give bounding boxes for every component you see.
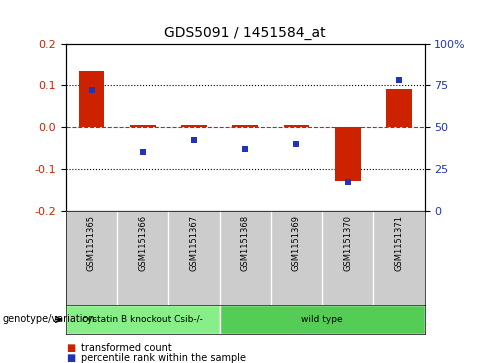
Text: GSM1151370: GSM1151370 (343, 215, 352, 271)
Text: GSM1151366: GSM1151366 (138, 215, 147, 272)
Point (88, 87, 96, 93)
Bar (79, 71, 104, 127)
Point (395, 77, 403, 83)
Point (242, 146, 249, 152)
Text: GSM1151371: GSM1151371 (394, 215, 404, 271)
Bar (220, 305, 425, 334)
Bar (284, 125, 309, 127)
Text: cystatin B knockout Csib-/-: cystatin B knockout Csib-/- (82, 315, 203, 324)
Text: genotype/variation: genotype/variation (2, 314, 95, 325)
Bar (66, 305, 220, 334)
Text: ■: ■ (66, 352, 75, 363)
Text: GSM1151369: GSM1151369 (292, 215, 301, 271)
Point (139, 149, 147, 155)
Text: ■: ■ (66, 343, 75, 354)
Point (293, 141, 301, 147)
Text: GSM1151367: GSM1151367 (189, 215, 199, 272)
Title: GDS5091 / 1451584_at: GDS5091 / 1451584_at (164, 26, 326, 40)
Text: transformed count: transformed count (81, 343, 171, 354)
Bar (130, 125, 156, 127)
Text: GSM1151365: GSM1151365 (87, 215, 96, 271)
Text: wild type: wild type (301, 315, 343, 324)
Point (344, 179, 352, 185)
Bar (386, 90, 412, 127)
Text: percentile rank within the sample: percentile rank within the sample (81, 352, 245, 363)
Bar (181, 125, 207, 127)
Point (190, 138, 198, 143)
Bar (232, 125, 258, 127)
Text: GSM1151368: GSM1151368 (241, 215, 250, 272)
Bar (335, 127, 361, 182)
